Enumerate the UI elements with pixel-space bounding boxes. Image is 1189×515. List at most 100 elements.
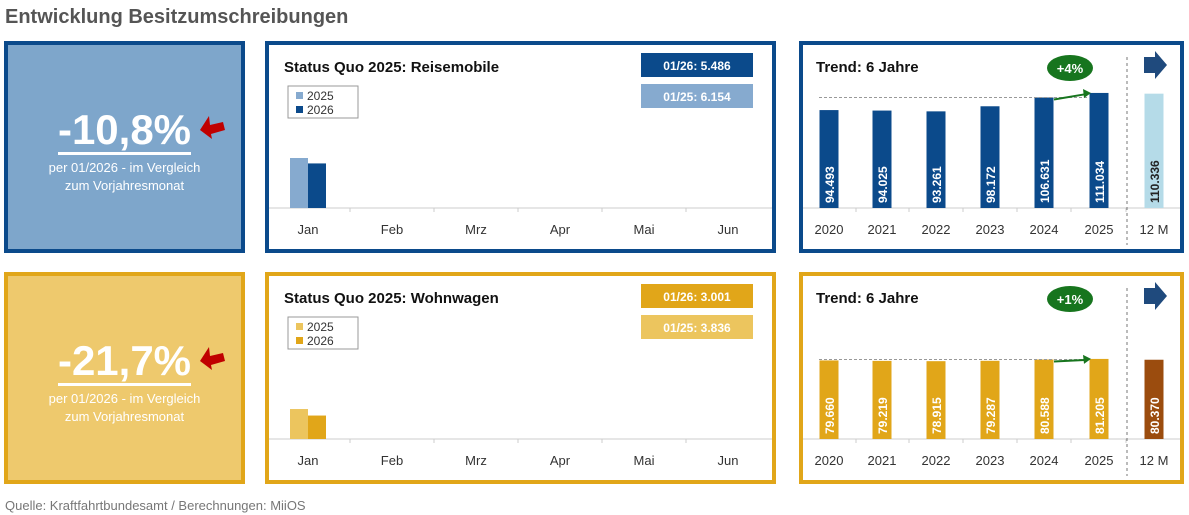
kpi-caption: zum Vorjahresmonat <box>64 177 185 193</box>
trend-bar <box>980 106 1000 208</box>
legend-label: 2025 <box>307 89 334 103</box>
x-tick-label: Apr <box>550 222 571 237</box>
x-tick-label: 2021 <box>868 453 897 468</box>
bar-value-label: 80.588 <box>1038 397 1052 434</box>
x-tick-label: 2020 <box>815 222 844 237</box>
change-badge <box>1047 55 1093 81</box>
x-tick-label: 2021 <box>868 222 897 237</box>
x-tick-label: Feb <box>381 222 403 237</box>
chart-title: Status Quo 2025: Reisemobile <box>284 59 499 76</box>
bar-value-label: 81.205 <box>1093 397 1107 434</box>
legend-label: 2026 <box>307 103 334 117</box>
x-tick-label: 2025 <box>1085 222 1114 237</box>
x-tick-label: Jan <box>298 222 319 237</box>
legend-label: 2026 <box>307 334 334 348</box>
bar-value-label: 78.915 <box>930 397 944 434</box>
trend-bar <box>980 360 1000 439</box>
bar-value-label: 80.370 <box>1148 397 1162 434</box>
bar-value-label: 106.631 <box>1038 159 1052 203</box>
trend-bar <box>1034 359 1054 439</box>
bar-value-label: 110.336 <box>1148 160 1162 203</box>
x-tick-label: 2022 <box>922 222 951 237</box>
status-badge <box>641 284 753 308</box>
bar-value-label: 111.034 <box>1093 161 1107 203</box>
trend-bar <box>1089 92 1109 208</box>
bar-value-label: 98.172 <box>984 166 998 203</box>
trend-bar <box>872 110 892 208</box>
kpi-caption: per 01/2026 - im Vergleich <box>48 159 201 175</box>
chart-title: Trend: 6 Jahre <box>816 59 919 76</box>
x-tick-label: Apr <box>550 453 571 468</box>
chart-title: Status Quo 2025: Wohnwagen <box>284 290 499 307</box>
trend-bar <box>1144 93 1164 208</box>
badge-text: 01/26: 3.001 <box>663 290 731 304</box>
trend-arrow-line <box>1053 92 1088 101</box>
status-badge <box>641 53 753 77</box>
bar-value-label: 93.261 <box>930 166 944 203</box>
status-chart-reisemobile: Status Quo 2025: Reisemobile 2025 2026 01/2… <box>265 41 776 253</box>
trend-bar <box>819 360 839 439</box>
kpi-value: -21,7% <box>57 336 192 386</box>
change-badge-text: +1% <box>1057 292 1084 307</box>
bar-value-label: 79.219 <box>876 397 890 434</box>
trend-chart-reisemobile: Trend: 6 Jahre 94.493 2020 94.025 2021 93.261… <box>799 41 1184 253</box>
trend-bar <box>1144 359 1164 439</box>
x-tick-label: Mrz <box>465 222 487 237</box>
x-tick-label: Mai <box>634 453 655 468</box>
bar-2026 <box>308 415 326 439</box>
legend-swatch <box>296 323 303 330</box>
trend-bar <box>819 110 839 208</box>
kpi-box-reisemobile: -10,8% per 01/2026 - im Vergleich zum Vor… <box>4 41 245 253</box>
chart-title: Trend: 6 Jahre <box>816 290 919 307</box>
legend-swatch <box>296 92 303 99</box>
status-badge <box>641 315 753 339</box>
bar-2025 <box>290 157 308 208</box>
x-tick-label: 2023 <box>976 453 1005 468</box>
arrow-down-left-icon <box>200 347 225 370</box>
legend-swatch <box>296 337 303 344</box>
kpi-caption: per 01/2026 - im Vergleich <box>48 390 201 406</box>
arrow-right-icon <box>1144 51 1167 79</box>
x-tick-label: 12 M <box>1140 222 1169 237</box>
bar-value-label: 94.493 <box>823 166 837 203</box>
bar-2026 <box>308 163 326 208</box>
arrow-down-left-icon <box>200 116 225 139</box>
trend-bar <box>926 111 946 208</box>
x-tick-label: Feb <box>381 453 403 468</box>
status-badge <box>641 84 753 108</box>
x-tick-label: 2022 <box>922 453 951 468</box>
trend-bar <box>1034 97 1054 208</box>
x-tick-label: 2023 <box>976 222 1005 237</box>
kpi-caption: zum Vorjahresmonat <box>64 408 185 424</box>
x-tick-label: 2020 <box>815 453 844 468</box>
trend-bar <box>1089 358 1109 439</box>
x-tick-label: Mrz <box>465 453 487 468</box>
trend-arrow-head <box>1083 88 1091 98</box>
bar-value-label: 94.025 <box>876 166 890 203</box>
x-tick-label: 2025 <box>1085 453 1114 468</box>
bar-value-label: 79.287 <box>984 397 998 434</box>
legend-label: 2025 <box>307 320 334 334</box>
x-tick-label: Jan <box>298 453 319 468</box>
trend-arrow-line <box>1053 358 1088 363</box>
x-tick-label: Jun <box>718 453 739 468</box>
legend-swatch <box>296 106 303 113</box>
trend-arrow-head <box>1083 354 1091 364</box>
change-badge <box>1047 286 1093 312</box>
arrow-right-icon <box>1144 282 1167 310</box>
change-badge-text: +4% <box>1057 61 1084 76</box>
badge-text: 01/25: 3.836 <box>663 321 731 335</box>
bar-value-label: 79.660 <box>823 397 837 434</box>
x-tick-label: 2024 <box>1030 222 1059 237</box>
page-title: Entwicklung Besitzumschreibungen <box>5 6 349 28</box>
trend-bar <box>872 360 892 439</box>
kpi-value: -10,8% <box>57 105 192 155</box>
badge-text: 01/26: 5.486 <box>663 59 731 73</box>
status-chart-wohnwagen: Status Quo 2025: Wohnwagen 2025 2026 01/26:… <box>265 272 776 484</box>
x-tick-label: 2024 <box>1030 453 1059 468</box>
x-tick-label: Mai <box>634 222 655 237</box>
kpi-box-wohnwagen: -21,7% per 01/2026 - im Vergleich zum Vor… <box>4 272 245 484</box>
trend-chart-wohnwagen: Trend: 6 Jahre 79.660 2020 79.219 2021 78.915… <box>799 272 1184 484</box>
source-note: Quelle: Kraftfahrtbundesamt / Berechnung… <box>5 498 306 513</box>
x-tick-label: 12 M <box>1140 453 1169 468</box>
